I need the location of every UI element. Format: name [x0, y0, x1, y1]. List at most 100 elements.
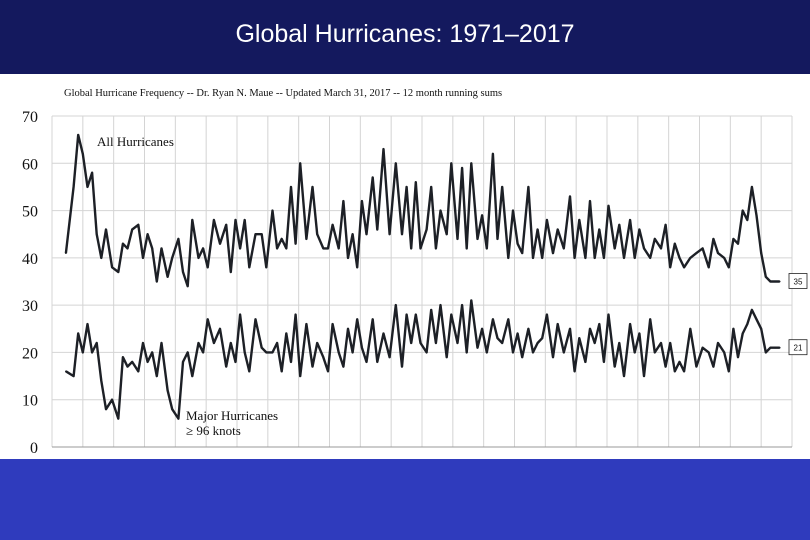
data-point: [461, 304, 463, 307]
data-point: [481, 327, 484, 330]
data-point: [751, 186, 753, 188]
data-point: [521, 252, 524, 255]
data-point: [248, 266, 251, 269]
data-point: [64, 370, 67, 373]
major-end-label: 21: [794, 344, 803, 353]
data-point: [81, 152, 84, 155]
data-point: [683, 266, 685, 269]
data-point: [485, 351, 488, 354]
data-point: [322, 247, 325, 250]
data-point: [664, 365, 667, 368]
data-point: [290, 360, 292, 363]
data-point: [347, 256, 349, 259]
data-point: [327, 247, 329, 250]
data-point: [712, 238, 715, 240]
data-point: [603, 360, 605, 363]
data-point: [137, 223, 140, 226]
data-point: [593, 342, 596, 344]
chart-title: Global Hurricane Frequency -- Dr. Ryan N…: [64, 88, 502, 99]
data-point: [151, 351, 154, 354]
data-point: [769, 346, 772, 349]
data-point: [414, 313, 417, 316]
data-point: [365, 360, 368, 363]
data-point: [142, 256, 144, 259]
data-point: [212, 342, 215, 344]
data-point: [501, 342, 504, 344]
data-point: [556, 323, 559, 325]
data-point: [541, 337, 544, 340]
data-point: [707, 266, 710, 269]
data-point: [331, 323, 334, 325]
data-point: [111, 266, 114, 269]
data-point: [225, 223, 228, 226]
data-point: [532, 256, 534, 259]
data-point: [613, 247, 616, 250]
data-point: [492, 152, 494, 155]
data-point: [151, 247, 154, 250]
data-point: [760, 252, 763, 255]
data-point: [260, 346, 263, 349]
data-point: [294, 242, 297, 245]
data-point: [774, 346, 776, 349]
data-point: [191, 375, 194, 377]
data-point: [171, 408, 174, 411]
data-point: [254, 233, 257, 236]
data-point: [584, 256, 587, 259]
data-point: [382, 148, 385, 151]
data-point: [299, 162, 302, 165]
data-point: [337, 351, 340, 354]
data-point: [501, 186, 504, 188]
data-point: [434, 342, 437, 344]
data-point: [414, 181, 417, 184]
data-point: [476, 238, 479, 240]
data-point: [271, 351, 274, 354]
data-point: [741, 209, 744, 212]
data-point: [260, 233, 263, 236]
data-point: [351, 351, 354, 354]
data-point: [285, 247, 288, 250]
data-point: [562, 247, 565, 250]
data-point: [122, 242, 124, 245]
data-point: [450, 162, 453, 165]
data-point: [91, 351, 93, 354]
data-point: [584, 360, 587, 363]
data-point: [746, 323, 749, 325]
data-point: [717, 252, 719, 255]
data-point: [723, 256, 726, 259]
data-point: [732, 327, 735, 330]
data-point: [131, 360, 134, 363]
data-point: [182, 360, 184, 363]
data-point: [593, 256, 596, 259]
y-axis-ticks: 0 10 20 30 40 50 60 70: [22, 109, 38, 457]
data-point: [122, 356, 124, 359]
data-point: [552, 356, 554, 359]
data-point: [562, 351, 565, 354]
data-point: [598, 228, 601, 231]
data-point: [171, 256, 174, 259]
data-point: [337, 247, 340, 250]
data-point: [741, 332, 744, 335]
data-point: [701, 346, 704, 349]
data-point: [727, 266, 730, 269]
data-point: [485, 247, 488, 250]
data-point: [239, 247, 241, 250]
data-point: [265, 266, 268, 269]
data-point: [394, 304, 397, 307]
data-point: [265, 351, 268, 354]
data-point: [589, 200, 591, 203]
data-point: [456, 342, 459, 344]
data-point: [778, 346, 781, 349]
y-tick-label: 10: [22, 393, 38, 410]
data-point: [105, 408, 107, 411]
data-point: [126, 247, 129, 250]
data-point: [131, 228, 134, 231]
data-point: [401, 365, 403, 368]
data-point: [536, 228, 539, 231]
data-point: [111, 398, 114, 401]
data-point: [316, 233, 319, 236]
slide-title: Global Hurricanes: 1971–2017: [235, 20, 575, 48]
data-point: [638, 332, 641, 335]
data-point: [425, 351, 428, 354]
y-tick-label: 50: [22, 204, 38, 221]
footer-band: [0, 459, 810, 540]
